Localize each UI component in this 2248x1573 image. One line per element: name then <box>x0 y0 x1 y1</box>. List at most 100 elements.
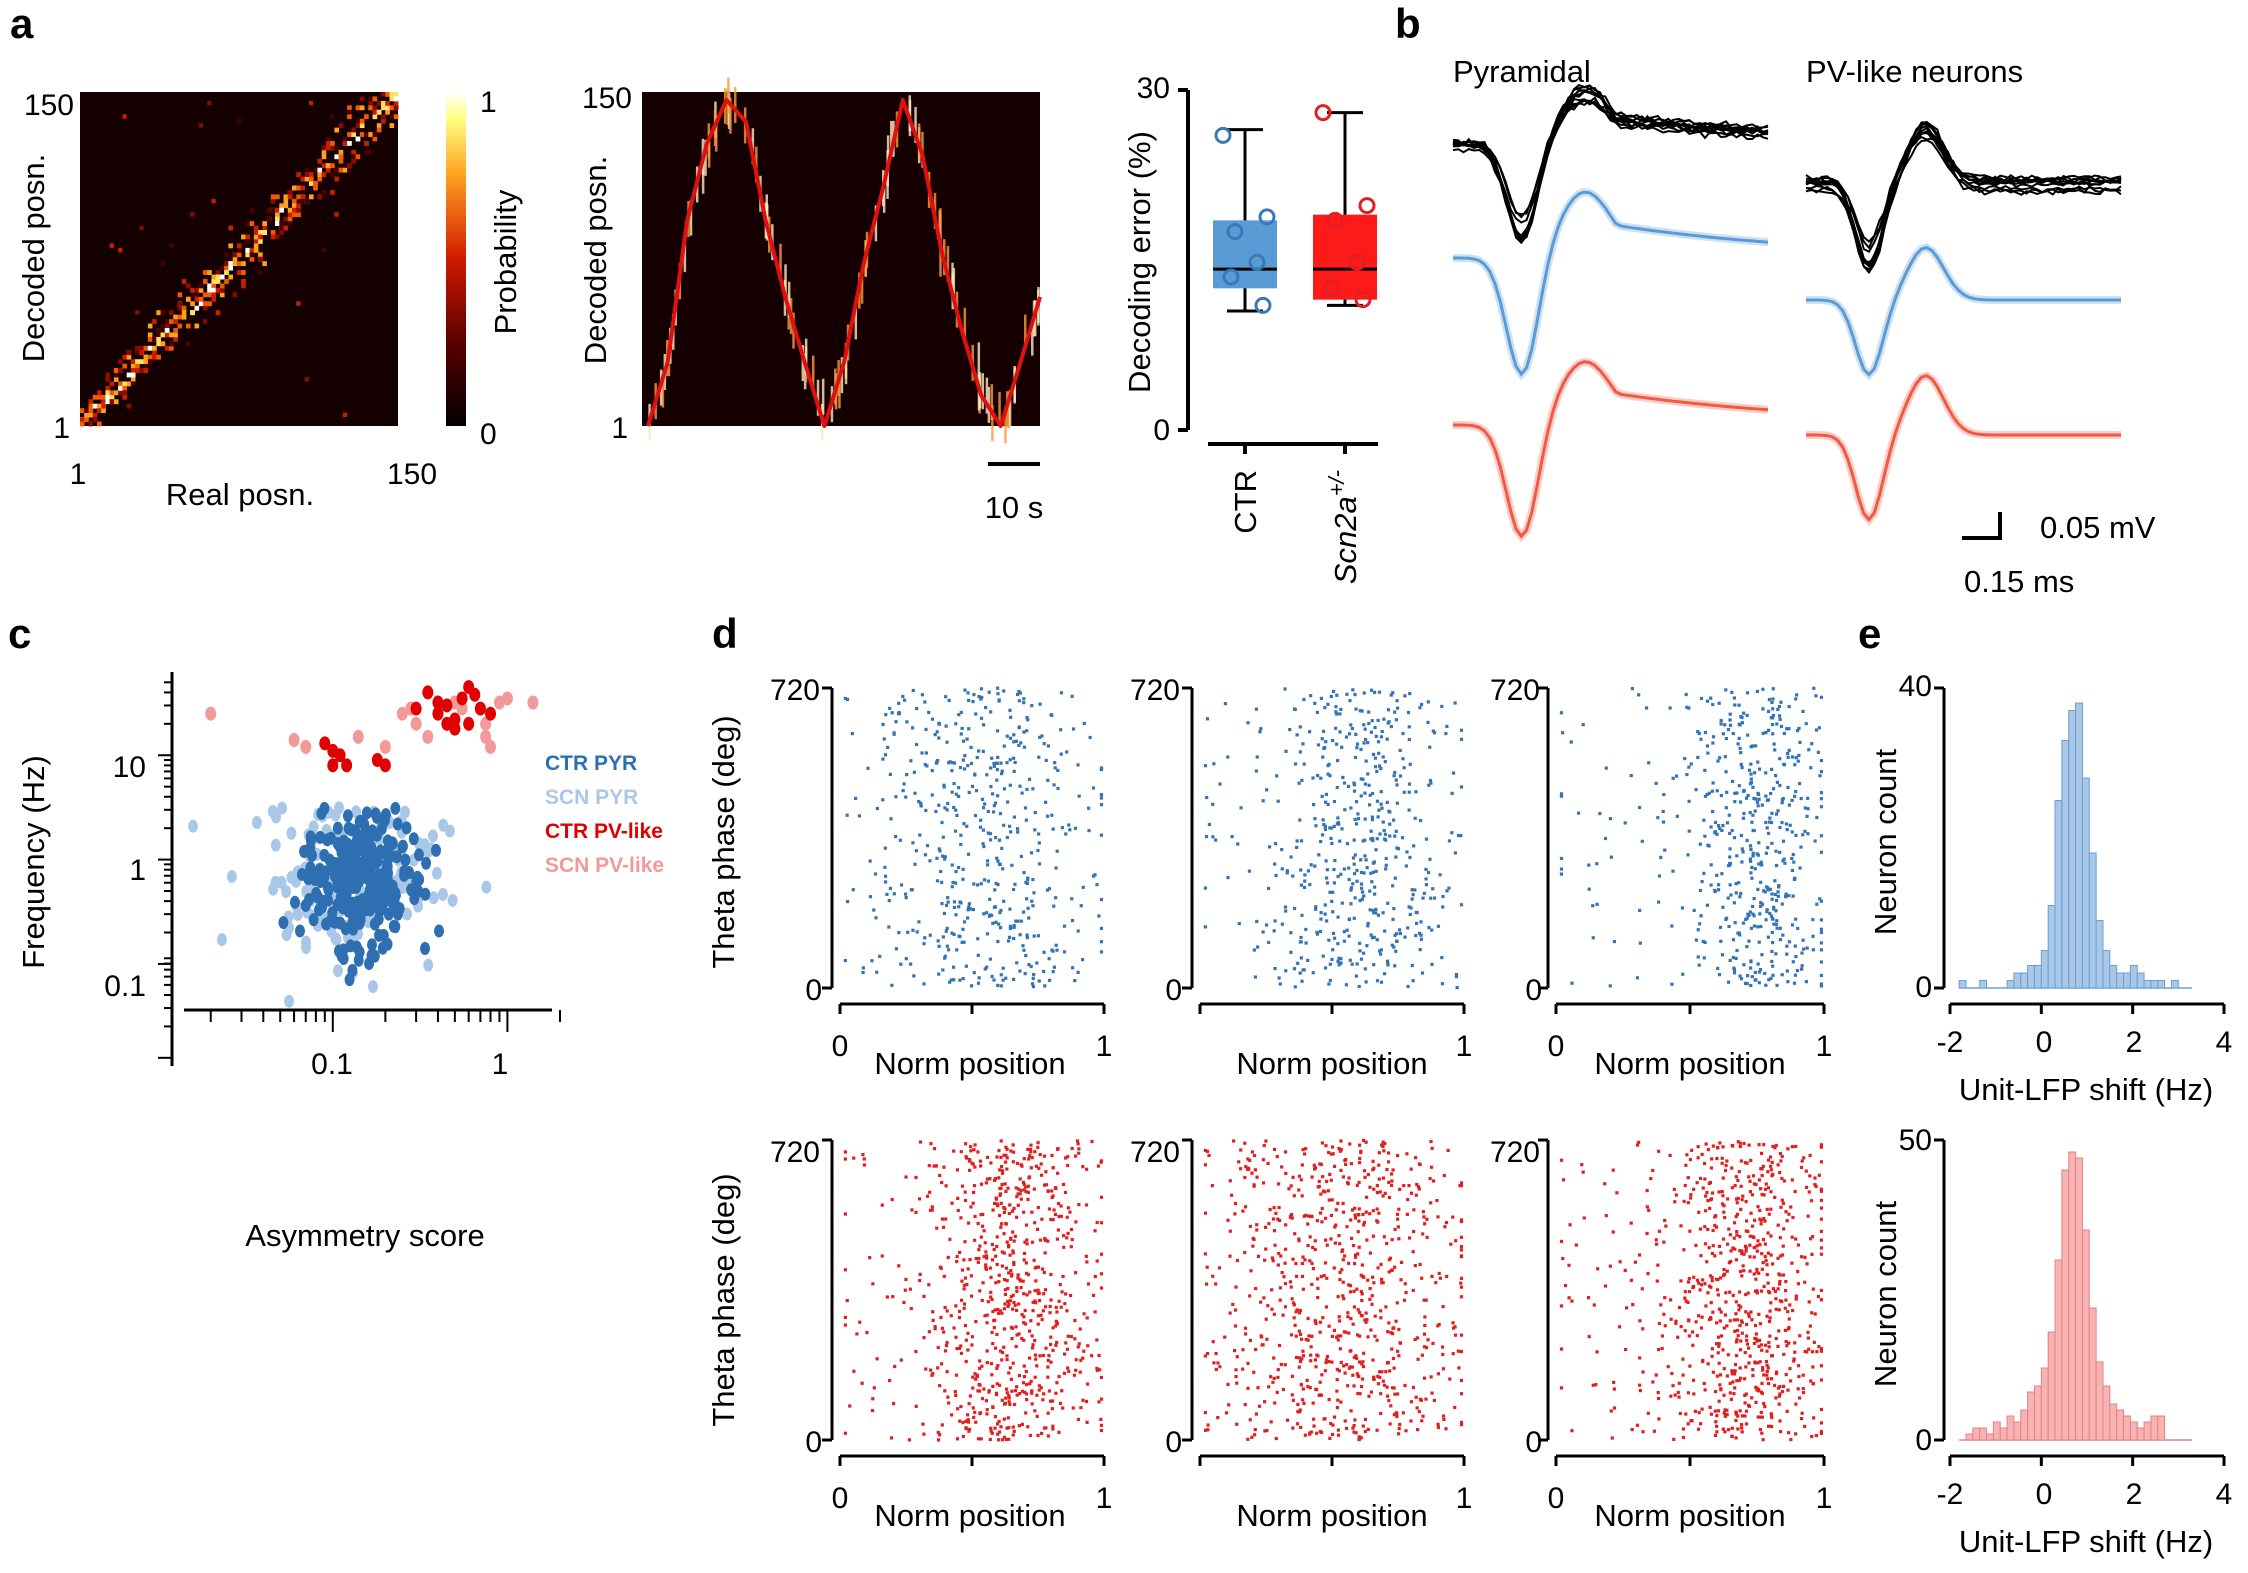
scn-spike <box>1003 1302 1007 1306</box>
scn-spike <box>1060 1290 1064 1294</box>
ctr-spike <box>994 881 998 886</box>
ctr-spike <box>1697 731 1701 736</box>
heatmap-cell <box>279 225 284 231</box>
scn-spike <box>1420 1276 1424 1280</box>
ctr-spike <box>957 905 961 909</box>
scn-spike <box>1023 1240 1027 1244</box>
pyramidal-waveform-overlay <box>1452 96 1769 219</box>
ctr-spike <box>943 855 947 859</box>
scn-spike <box>952 1149 956 1153</box>
ctr-spike <box>1359 882 1364 886</box>
ctr-spike <box>873 872 878 876</box>
scn-spike <box>1030 1156 1034 1160</box>
scn-spike <box>1386 1330 1390 1334</box>
ctr-spike <box>1359 870 1364 875</box>
ctr-spike <box>967 727 971 731</box>
scn-spike <box>1038 1153 1042 1157</box>
scn-spike <box>1806 1336 1810 1340</box>
ctr-spike <box>1720 872 1724 876</box>
decoded-streak <box>882 176 886 213</box>
scn-spike <box>1709 1315 1713 1320</box>
ctr-spike <box>1715 789 1719 793</box>
scn-spike <box>1757 1312 1761 1316</box>
scn-spike <box>1645 1205 1649 1209</box>
scn-spike <box>999 1155 1003 1160</box>
ctr-spike <box>943 956 947 960</box>
ctr-spike <box>1081 885 1085 889</box>
scn-spike <box>1002 1251 1006 1255</box>
ctr-spike <box>1377 690 1382 694</box>
heatmap-cell <box>207 100 212 106</box>
scn-spike <box>1403 1282 1407 1286</box>
ctr-spike <box>1339 707 1343 712</box>
ctr-spike <box>1099 793 1104 797</box>
scn-spike <box>1772 1383 1777 1387</box>
scn-spike <box>1036 1314 1040 1318</box>
scn-spike <box>1093 1229 1097 1233</box>
scn-spike <box>1024 1322 1028 1326</box>
scn-spike <box>1216 1361 1220 1365</box>
ctr-spike <box>1316 743 1321 747</box>
scn-pyr-point <box>251 815 262 829</box>
scn-spike <box>1030 1210 1034 1214</box>
ctr-pyr-point <box>367 938 378 952</box>
scn-spike <box>1376 1266 1380 1270</box>
ctr-spike <box>958 900 962 904</box>
scn-spike <box>1381 1379 1385 1383</box>
ctr-spike <box>1774 849 1778 853</box>
scn-spike <box>1766 1281 1770 1285</box>
scn-spike <box>1011 1249 1015 1253</box>
ctr-spike <box>944 695 948 699</box>
decoded-streak <box>821 378 825 415</box>
scn-spike <box>1418 1262 1422 1267</box>
scn-spike <box>1038 1238 1043 1242</box>
ctr-spike <box>868 895 873 899</box>
ctr-spike <box>889 817 893 821</box>
scn-spike <box>1029 1150 1033 1154</box>
scn-spike <box>855 1332 859 1336</box>
scn-spike <box>889 1436 894 1440</box>
heatmap-cell <box>228 274 234 280</box>
ctr-spike <box>1355 879 1359 883</box>
ctr-spike <box>1659 855 1663 859</box>
ctr-spike <box>1371 908 1375 913</box>
scn-spike <box>985 1349 989 1353</box>
ctr-spike <box>1385 959 1390 963</box>
heatmap-cell <box>147 323 153 329</box>
scn-spike <box>843 1212 847 1216</box>
scn-spike <box>1412 1208 1416 1212</box>
scn-spike <box>1350 1236 1354 1240</box>
scn-spike <box>1298 1359 1303 1364</box>
ctr-spike <box>1076 970 1080 974</box>
scn-spike <box>990 1373 994 1377</box>
scn-spike <box>966 1267 970 1271</box>
ctr-spike <box>1393 876 1397 880</box>
ctr-spike <box>1751 813 1755 817</box>
ctr-spike <box>1764 983 1768 987</box>
heatmap-cell <box>88 421 94 427</box>
ctr-spike <box>1027 916 1031 920</box>
pv-title: PV-like neurons <box>1806 54 2023 89</box>
scn-spike <box>946 1255 950 1260</box>
ctr-spike <box>1304 927 1308 932</box>
heatmap-cell <box>376 109 382 115</box>
ctr-spike <box>1323 966 1328 970</box>
ctr-spike <box>1783 861 1787 865</box>
ctr-spike <box>1790 798 1794 802</box>
heatmap-cell <box>135 345 140 351</box>
scn-spike <box>959 1351 964 1355</box>
scn-spike <box>1756 1205 1760 1209</box>
scn-spike <box>1337 1146 1341 1151</box>
scn-spike <box>1739 1184 1743 1188</box>
heatmap-cell <box>152 345 157 351</box>
scn-spike <box>1004 1145 1008 1149</box>
ctr-spike <box>899 962 903 966</box>
scn-spike <box>1007 1302 1011 1307</box>
scn-spike <box>1736 1414 1740 1418</box>
scn-spike <box>1789 1437 1793 1442</box>
ctr-spike <box>990 756 994 760</box>
scn-spike <box>1361 1212 1365 1217</box>
ctr-spike <box>1720 953 1725 957</box>
ctr-spike <box>937 847 941 851</box>
ctr-spike <box>1292 967 1297 971</box>
